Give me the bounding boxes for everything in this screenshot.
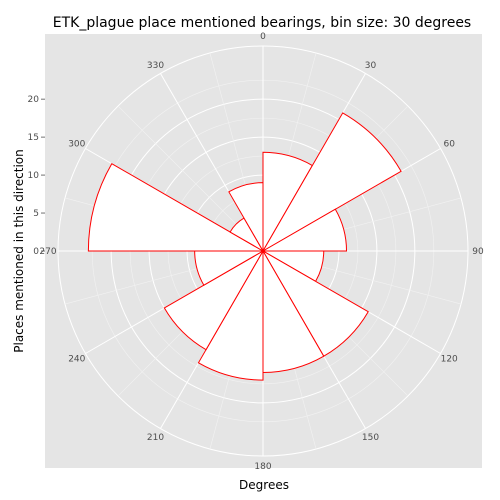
angle-tick-270: 270 (39, 247, 56, 257)
chart-title: ETK_plague place mentioned bearings, bin… (53, 15, 471, 31)
angle-tick-120: 120 (441, 355, 458, 365)
radial-tick-10: 10 (28, 171, 40, 181)
angle-tick-30: 30 (365, 61, 377, 71)
angle-tick-90: 90 (472, 247, 484, 257)
bar-330 (228, 182, 264, 253)
bar-210 (163, 249, 265, 351)
angle-tick-180: 180 (254, 462, 271, 472)
bars (87, 112, 402, 381)
x-axis-title: Degrees (239, 478, 289, 492)
angle-tick-150: 150 (362, 433, 379, 443)
angle-tick-labels: 0 30 60 90 120 150 180 210 240 270 300 330 (39, 32, 484, 472)
bar-180 (197, 249, 264, 381)
radial-tick-15: 15 (28, 133, 39, 143)
radial-tick-5: 5 (33, 209, 39, 219)
angle-tick-240: 240 (68, 355, 85, 365)
angle-tick-210: 210 (147, 433, 164, 443)
angle-tick-300: 300 (68, 140, 85, 150)
bar-30 (261, 112, 402, 253)
angle-tick-330: 330 (147, 61, 164, 71)
bar-270 (87, 163, 265, 252)
radial-tick-20: 20 (28, 95, 40, 105)
radial-tick-0: 0 (33, 247, 39, 257)
angle-tick-0: 0 (260, 32, 266, 42)
bar-60 (261, 208, 348, 252)
y-axis-title: Places mentioned in this direction (12, 149, 26, 353)
angle-tick-60: 60 (443, 140, 455, 150)
radial-tick-labels: 0 5 10 15 20 (28, 95, 45, 257)
